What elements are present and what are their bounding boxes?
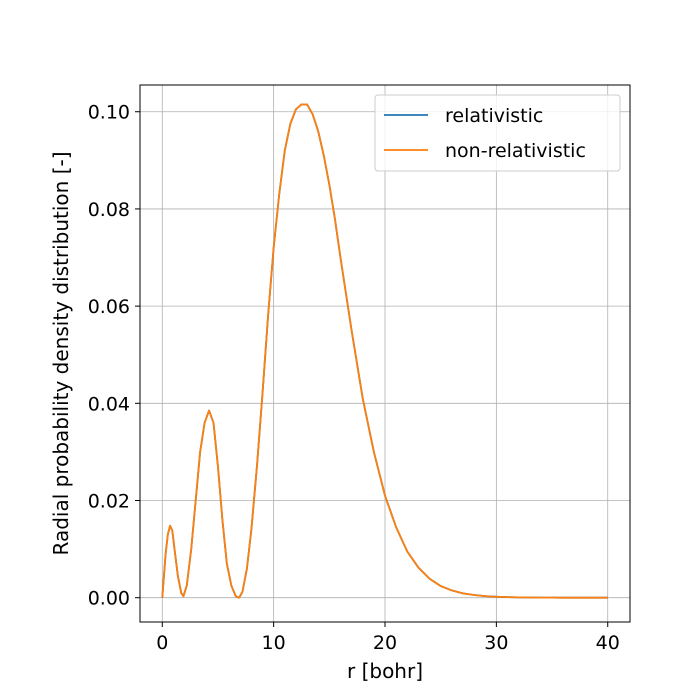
y-tick-label: 0.10	[88, 102, 130, 124]
y-tick-label: 0.04	[88, 393, 130, 415]
legend-box	[374, 94, 621, 172]
series-layer	[161, 103, 608, 599]
x-tick-label: 30	[484, 632, 508, 654]
x-tick-label: 10	[262, 632, 286, 654]
series-line-non-relativistic	[161, 103, 608, 599]
y-tick-label: 0.06	[88, 296, 130, 318]
y-tick-label: 0.08	[88, 199, 130, 221]
ticks: 0 10 20 30 40 0.00 0.02 0.04 0.06 0.08 0.10	[88, 102, 620, 654]
x-tick-label: 0	[156, 632, 168, 654]
x-tick-label: 40	[596, 632, 620, 654]
y-tick-label: 0.02	[88, 491, 130, 513]
x-tick-label: 20	[373, 632, 397, 654]
y-axis-label: Radial probability density distribution …	[49, 151, 73, 555]
legend-label-relativistic: relativistic	[445, 105, 543, 127]
x-axis-label: r [bohr]	[347, 659, 423, 683]
legend-label-non-relativistic: non-relativistic	[445, 140, 586, 162]
y-tick-label: 0.00	[88, 588, 130, 610]
legend: relativistic non-relativistic	[374, 94, 621, 172]
